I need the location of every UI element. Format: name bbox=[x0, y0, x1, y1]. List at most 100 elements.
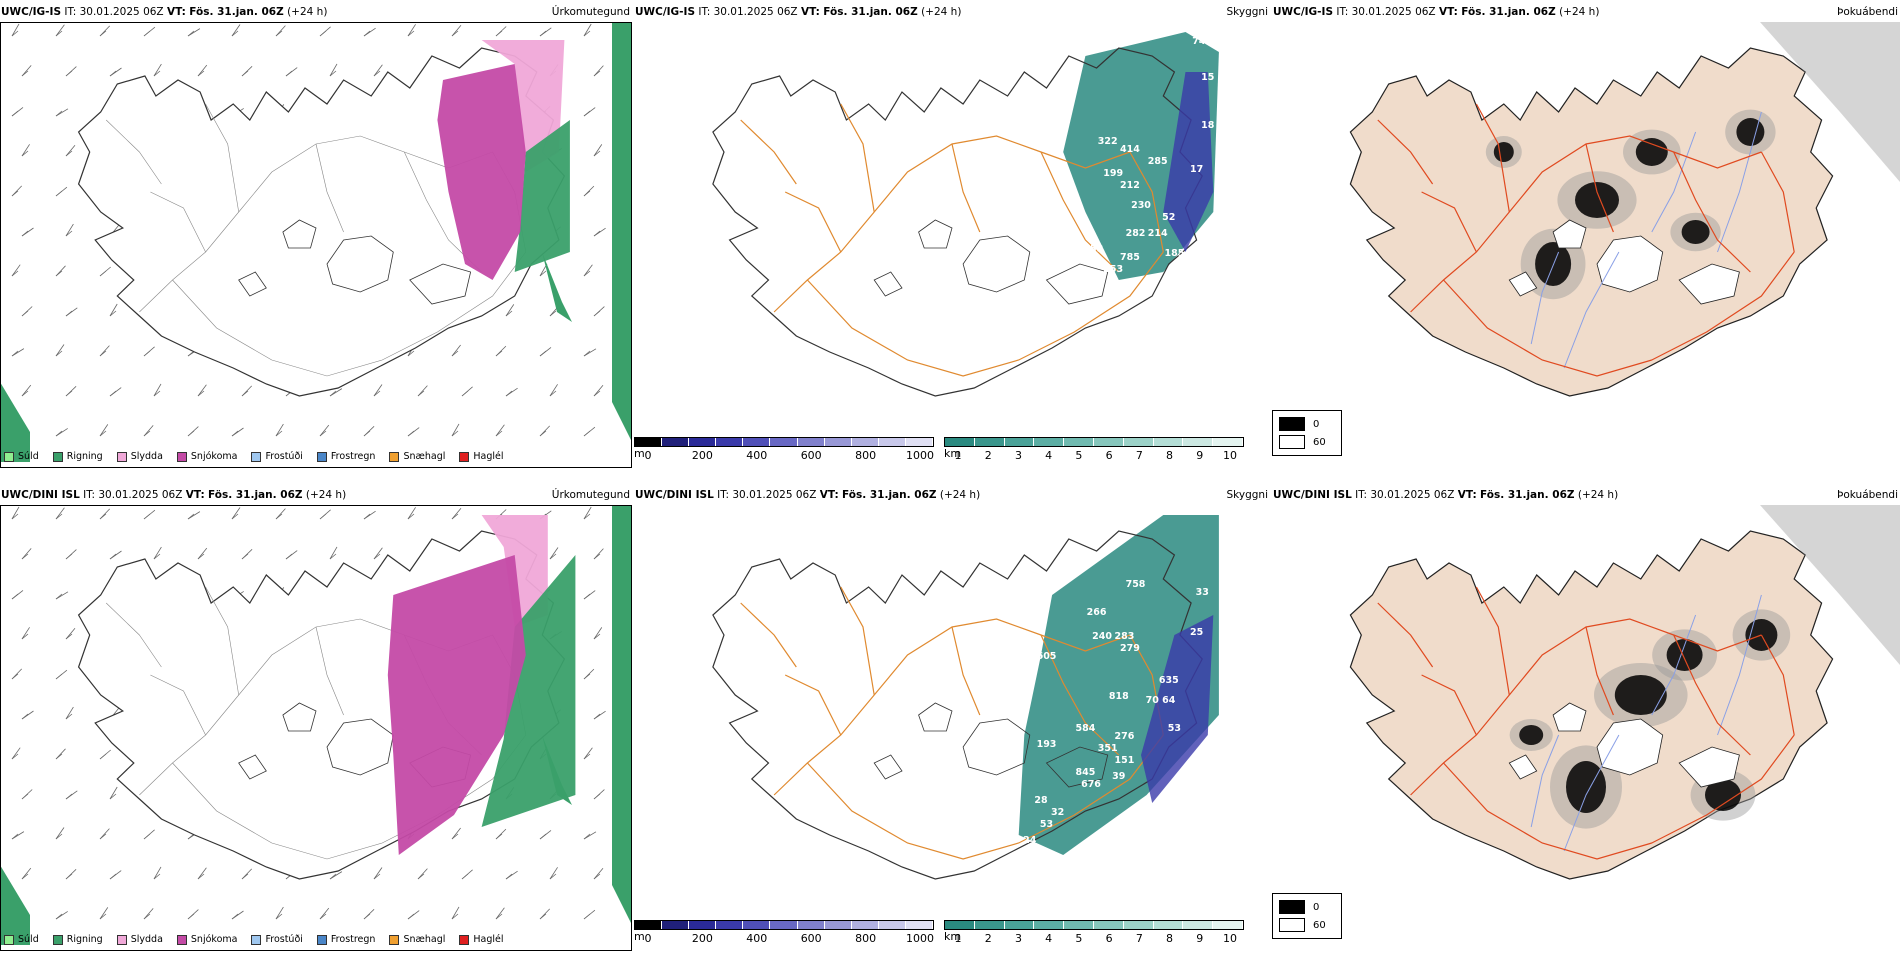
colorbar-strip bbox=[634, 920, 934, 930]
lead-time: (+24 h) bbox=[287, 6, 328, 18]
map-frame bbox=[0, 22, 632, 468]
road-line bbox=[105, 119, 162, 185]
colorbar-ticks: 0 200 400 600 800 1000 bbox=[644, 447, 935, 462]
colorbar-tick-label: 8 bbox=[1166, 449, 1174, 462]
legend-item: Rigning bbox=[52, 934, 103, 945]
rain-area-sea bbox=[612, 22, 632, 442]
rain-area bbox=[514, 120, 570, 272]
vt-label: VT: bbox=[1438, 6, 1458, 18]
cloud-base-label: 282 bbox=[1126, 228, 1146, 239]
glacier-outline bbox=[1045, 746, 1109, 788]
colorbar-tick-label: 1 bbox=[954, 932, 962, 945]
legend-swatch bbox=[4, 934, 14, 945]
colorbar-strip bbox=[944, 920, 1244, 930]
cloud-base-label: 70 bbox=[1146, 695, 1160, 706]
colorbar-tick-label: 6 bbox=[1105, 449, 1113, 462]
it-value: 30.01.2025 06Z bbox=[1370, 489, 1455, 501]
colorbar-tick-label: 0 bbox=[644, 932, 652, 945]
fog-legend-swatch bbox=[1279, 918, 1305, 932]
colorbar-segment bbox=[1123, 921, 1154, 929]
legend-item: Haglél bbox=[459, 451, 504, 462]
river-line bbox=[1651, 131, 1697, 233]
fog-legend-label: 0 bbox=[1313, 418, 1320, 430]
colorbar-strip bbox=[944, 437, 1244, 447]
colorbar-tick-label: 2 bbox=[984, 932, 992, 945]
lead-time: (+24 h) bbox=[939, 489, 981, 501]
colorbar-tick-label: 4 bbox=[1045, 449, 1053, 462]
visibility-colorbar: 1 2 3 4 5 6 7 8 9 10 km bbox=[944, 920, 1244, 945]
colorbar-tick-label: 10 bbox=[1223, 449, 1237, 462]
road-line bbox=[773, 618, 1131, 796]
legend-item: Haglél bbox=[459, 934, 504, 945]
run-info: UWC/IG-IS IT: 30.01.2025 06Z VT: Fös. 31… bbox=[1273, 6, 1599, 18]
model-name: UWC/DINI ISL bbox=[1273, 489, 1352, 501]
legend-item: Snæhagl bbox=[389, 451, 445, 462]
colorbar-segment bbox=[1183, 438, 1214, 446]
legend-label: Frostregn bbox=[330, 934, 376, 945]
legend-swatch bbox=[316, 451, 327, 462]
legend-label: Haglél bbox=[473, 451, 504, 462]
road-line bbox=[205, 103, 239, 213]
legend-swatch bbox=[251, 934, 262, 945]
legend-swatch bbox=[251, 451, 262, 462]
colorbar-segment bbox=[1064, 438, 1094, 446]
colorbar-tick-label: 0 bbox=[644, 449, 652, 462]
road-line bbox=[1421, 191, 1477, 253]
it-label: IT: bbox=[1355, 489, 1368, 501]
model-name: UWC/IG-IS bbox=[1, 6, 62, 18]
road-line bbox=[784, 674, 842, 736]
offshore-fog bbox=[1760, 505, 1900, 665]
legend-label: Snjókoma bbox=[190, 451, 238, 462]
road-line bbox=[951, 143, 981, 233]
glacier-outline bbox=[1596, 235, 1664, 293]
colorbar-ticks: 1 2 3 4 5 6 7 8 9 10 bbox=[955, 447, 1244, 462]
colorbar-segment bbox=[662, 921, 690, 929]
glacier-outline bbox=[918, 219, 953, 249]
colorbar-tick-label: 3 bbox=[1014, 932, 1022, 945]
legend-swatch bbox=[116, 451, 127, 462]
cloud-base-label: 635 bbox=[1159, 675, 1179, 686]
precip-type-legend: Súld Rigning Slydda Snjókoma Frostúði Frostre… bbox=[4, 934, 504, 945]
panel-title: Úrkomutegund bbox=[551, 6, 630, 18]
river-line bbox=[1563, 734, 1620, 852]
colorbar-segment bbox=[1093, 438, 1124, 446]
vt-label: VT: bbox=[800, 6, 820, 18]
fog-index-core bbox=[1566, 761, 1606, 813]
cloud-base-label: 52 bbox=[1162, 212, 1175, 223]
cloud-base-label: 185 bbox=[1164, 248, 1184, 259]
cloud-base-label: 199 bbox=[1103, 168, 1123, 179]
road-line bbox=[1673, 151, 1751, 273]
colorbar-tick-label: 7 bbox=[1135, 449, 1143, 462]
cloud-base-label: 818 bbox=[1109, 691, 1129, 702]
road-line bbox=[740, 119, 797, 185]
panel-header: UWC/IG-IS IT: 30.01.2025 06Z VT: Fös. 31… bbox=[0, 0, 632, 22]
colorbar-segment bbox=[945, 438, 975, 446]
road-line bbox=[172, 251, 527, 377]
legend-label: Súld bbox=[18, 934, 39, 945]
map-precip bbox=[0, 505, 632, 945]
colorbar-tick-label: 400 bbox=[746, 932, 768, 945]
legend-swatch bbox=[176, 451, 187, 462]
colorbar-segment bbox=[1183, 921, 1214, 929]
colorbar-segment bbox=[1153, 438, 1184, 446]
colorbar-unit: m bbox=[634, 930, 645, 943]
low-cloud-base-area bbox=[1163, 72, 1214, 252]
it-label: IT: bbox=[717, 489, 730, 501]
vt-value: Fös. 31.jan. 06Z bbox=[1480, 489, 1575, 501]
colorbar-segment bbox=[1004, 921, 1035, 929]
offshore-fog bbox=[1760, 22, 1900, 182]
river-line bbox=[1530, 251, 1560, 345]
cloud-base-label: 785 bbox=[1120, 252, 1140, 263]
legend-label: Súld bbox=[18, 451, 39, 462]
model-name: UWC/IG-IS bbox=[635, 6, 696, 18]
colorbar-tick-label: 8 bbox=[1166, 932, 1174, 945]
glacier-outline bbox=[282, 219, 317, 249]
rain-area bbox=[481, 555, 576, 827]
cloud-base-label: 414 bbox=[1120, 144, 1140, 155]
it-label: IT: bbox=[698, 6, 711, 18]
colorbar-segment bbox=[797, 438, 825, 446]
legend-label: Snæhagl bbox=[403, 451, 446, 462]
cloud-base-label: 28 bbox=[1034, 795, 1048, 806]
road-line bbox=[1760, 634, 1795, 736]
panel-precip-dini-isl: UWC/DINI ISL IT: 30.01.2025 06Z VT: Fös.… bbox=[0, 483, 632, 953]
